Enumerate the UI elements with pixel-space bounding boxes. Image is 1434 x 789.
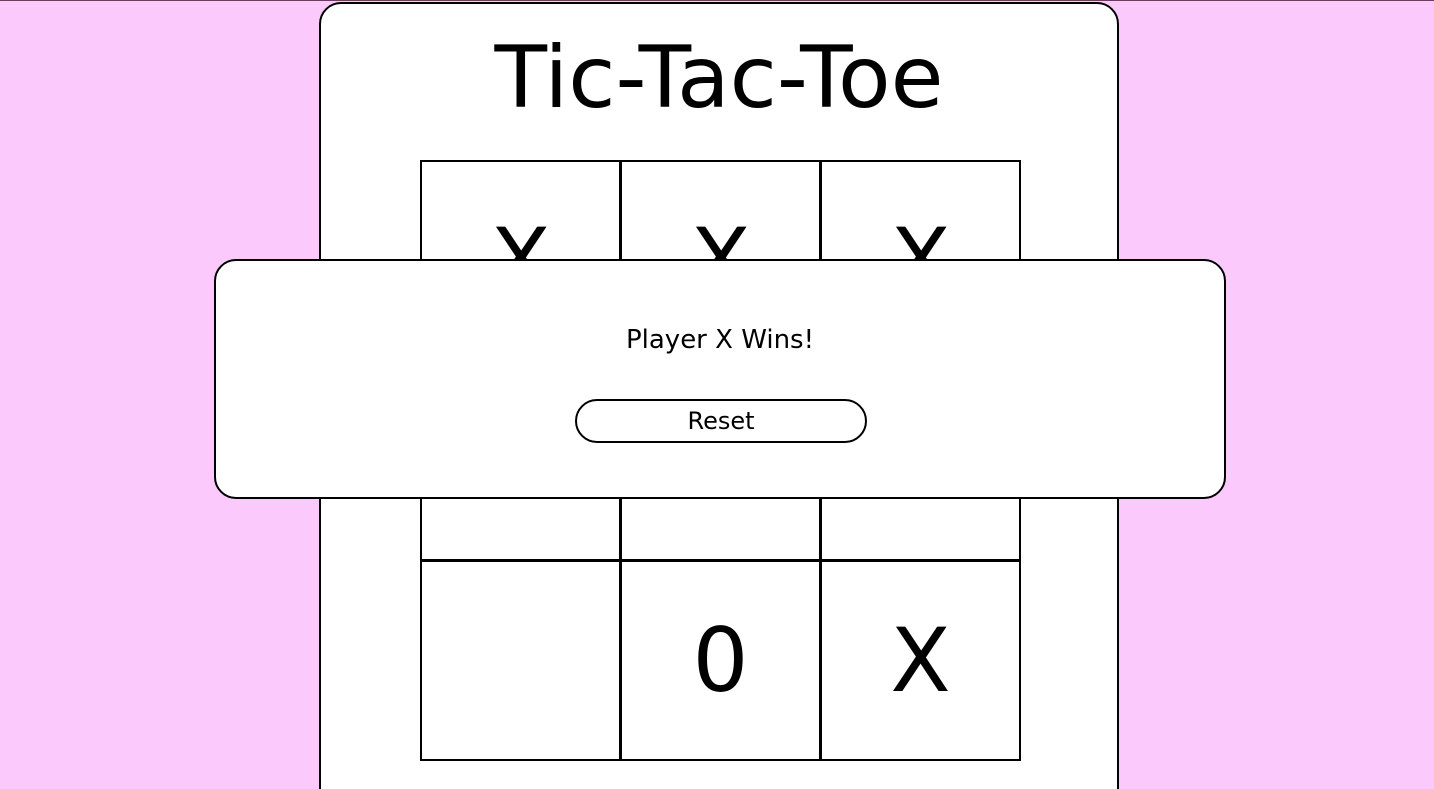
game-title: Tic-Tac-Toe xyxy=(494,28,944,128)
winner-modal: Player X Wins! Reset xyxy=(214,259,1226,499)
board-cell-7[interactable] xyxy=(420,560,621,761)
board-cell-9[interactable]: X xyxy=(820,560,1021,761)
board-cell-8[interactable]: 0 xyxy=(620,560,821,761)
reset-button[interactable]: Reset xyxy=(575,399,867,443)
top-border xyxy=(0,0,1434,1)
winner-message: Player X Wins! xyxy=(625,325,815,355)
